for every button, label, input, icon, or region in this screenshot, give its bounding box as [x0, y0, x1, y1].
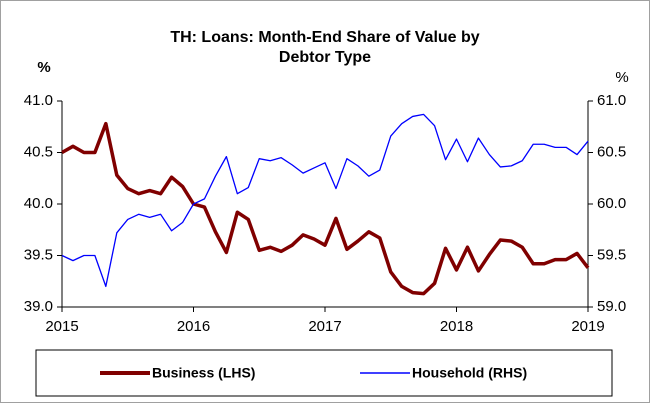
x-tick-label: 2017 — [308, 318, 341, 335]
y2-tick-label: 59.5 — [597, 246, 626, 263]
y2-tick-label: 59.0 — [597, 298, 626, 315]
chart-title: TH: Loans: Month-End Share of Value by — [170, 29, 479, 46]
x-tick-label: 2019 — [571, 318, 604, 335]
y-tick-label: 41.0 — [24, 92, 53, 109]
chart-title: Debtor Type — [279, 49, 371, 66]
y2-axis-label: % — [615, 69, 628, 86]
legend-label: Household (RHS) — [412, 365, 527, 381]
x-tick-label: 2015 — [45, 318, 78, 335]
y2-tick-label: 60.0 — [597, 195, 626, 212]
y-axis-label: % — [37, 59, 50, 76]
y-tick-label: 39.5 — [24, 246, 53, 263]
y-tick-label: 40.0 — [24, 195, 53, 212]
x-tick-label: 2018 — [440, 318, 473, 335]
y-tick-label: 40.5 — [24, 143, 53, 160]
x-tick-label: 2016 — [177, 318, 210, 335]
series-line — [61, 121, 590, 296]
legend-label: Business (LHS) — [152, 365, 255, 381]
y2-tick-label: 60.5 — [597, 143, 626, 160]
y-tick-label: 39.0 — [24, 298, 53, 315]
legend-box — [35, 349, 613, 397]
y2-tick-label: 61.0 — [597, 92, 626, 109]
series-line — [61, 113, 589, 288]
